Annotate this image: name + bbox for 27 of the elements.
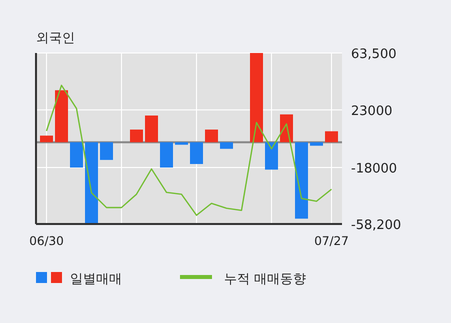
legend-label: 누적 매매동향 [224, 272, 306, 287]
y-tick-label: -58,200 [351, 218, 402, 233]
y-tick-label: -18000 [351, 162, 398, 177]
line-series [46, 84, 332, 216]
bar [130, 130, 143, 142]
chart-title: 외국인 [36, 31, 75, 46]
bar [160, 142, 173, 168]
y-tick-label: 63,500 [351, 47, 396, 62]
bar [265, 142, 278, 170]
y-tick-label: 23000 [351, 104, 392, 119]
legend-label: 일별매매 [70, 272, 122, 287]
bar [295, 142, 308, 219]
bar [40, 136, 53, 142]
bar [175, 142, 188, 145]
bar [205, 130, 218, 142]
x-tick-label: 06/30 [29, 234, 64, 248]
bar [190, 142, 203, 164]
bar [145, 116, 158, 142]
bar [325, 131, 338, 142]
bar [70, 142, 83, 168]
x-tick-label: 07/27 [314, 234, 349, 248]
bar [250, 53, 263, 142]
bar [310, 142, 323, 146]
bar [85, 142, 98, 224]
bar [220, 142, 233, 149]
bar [55, 90, 68, 142]
bar [100, 142, 113, 160]
